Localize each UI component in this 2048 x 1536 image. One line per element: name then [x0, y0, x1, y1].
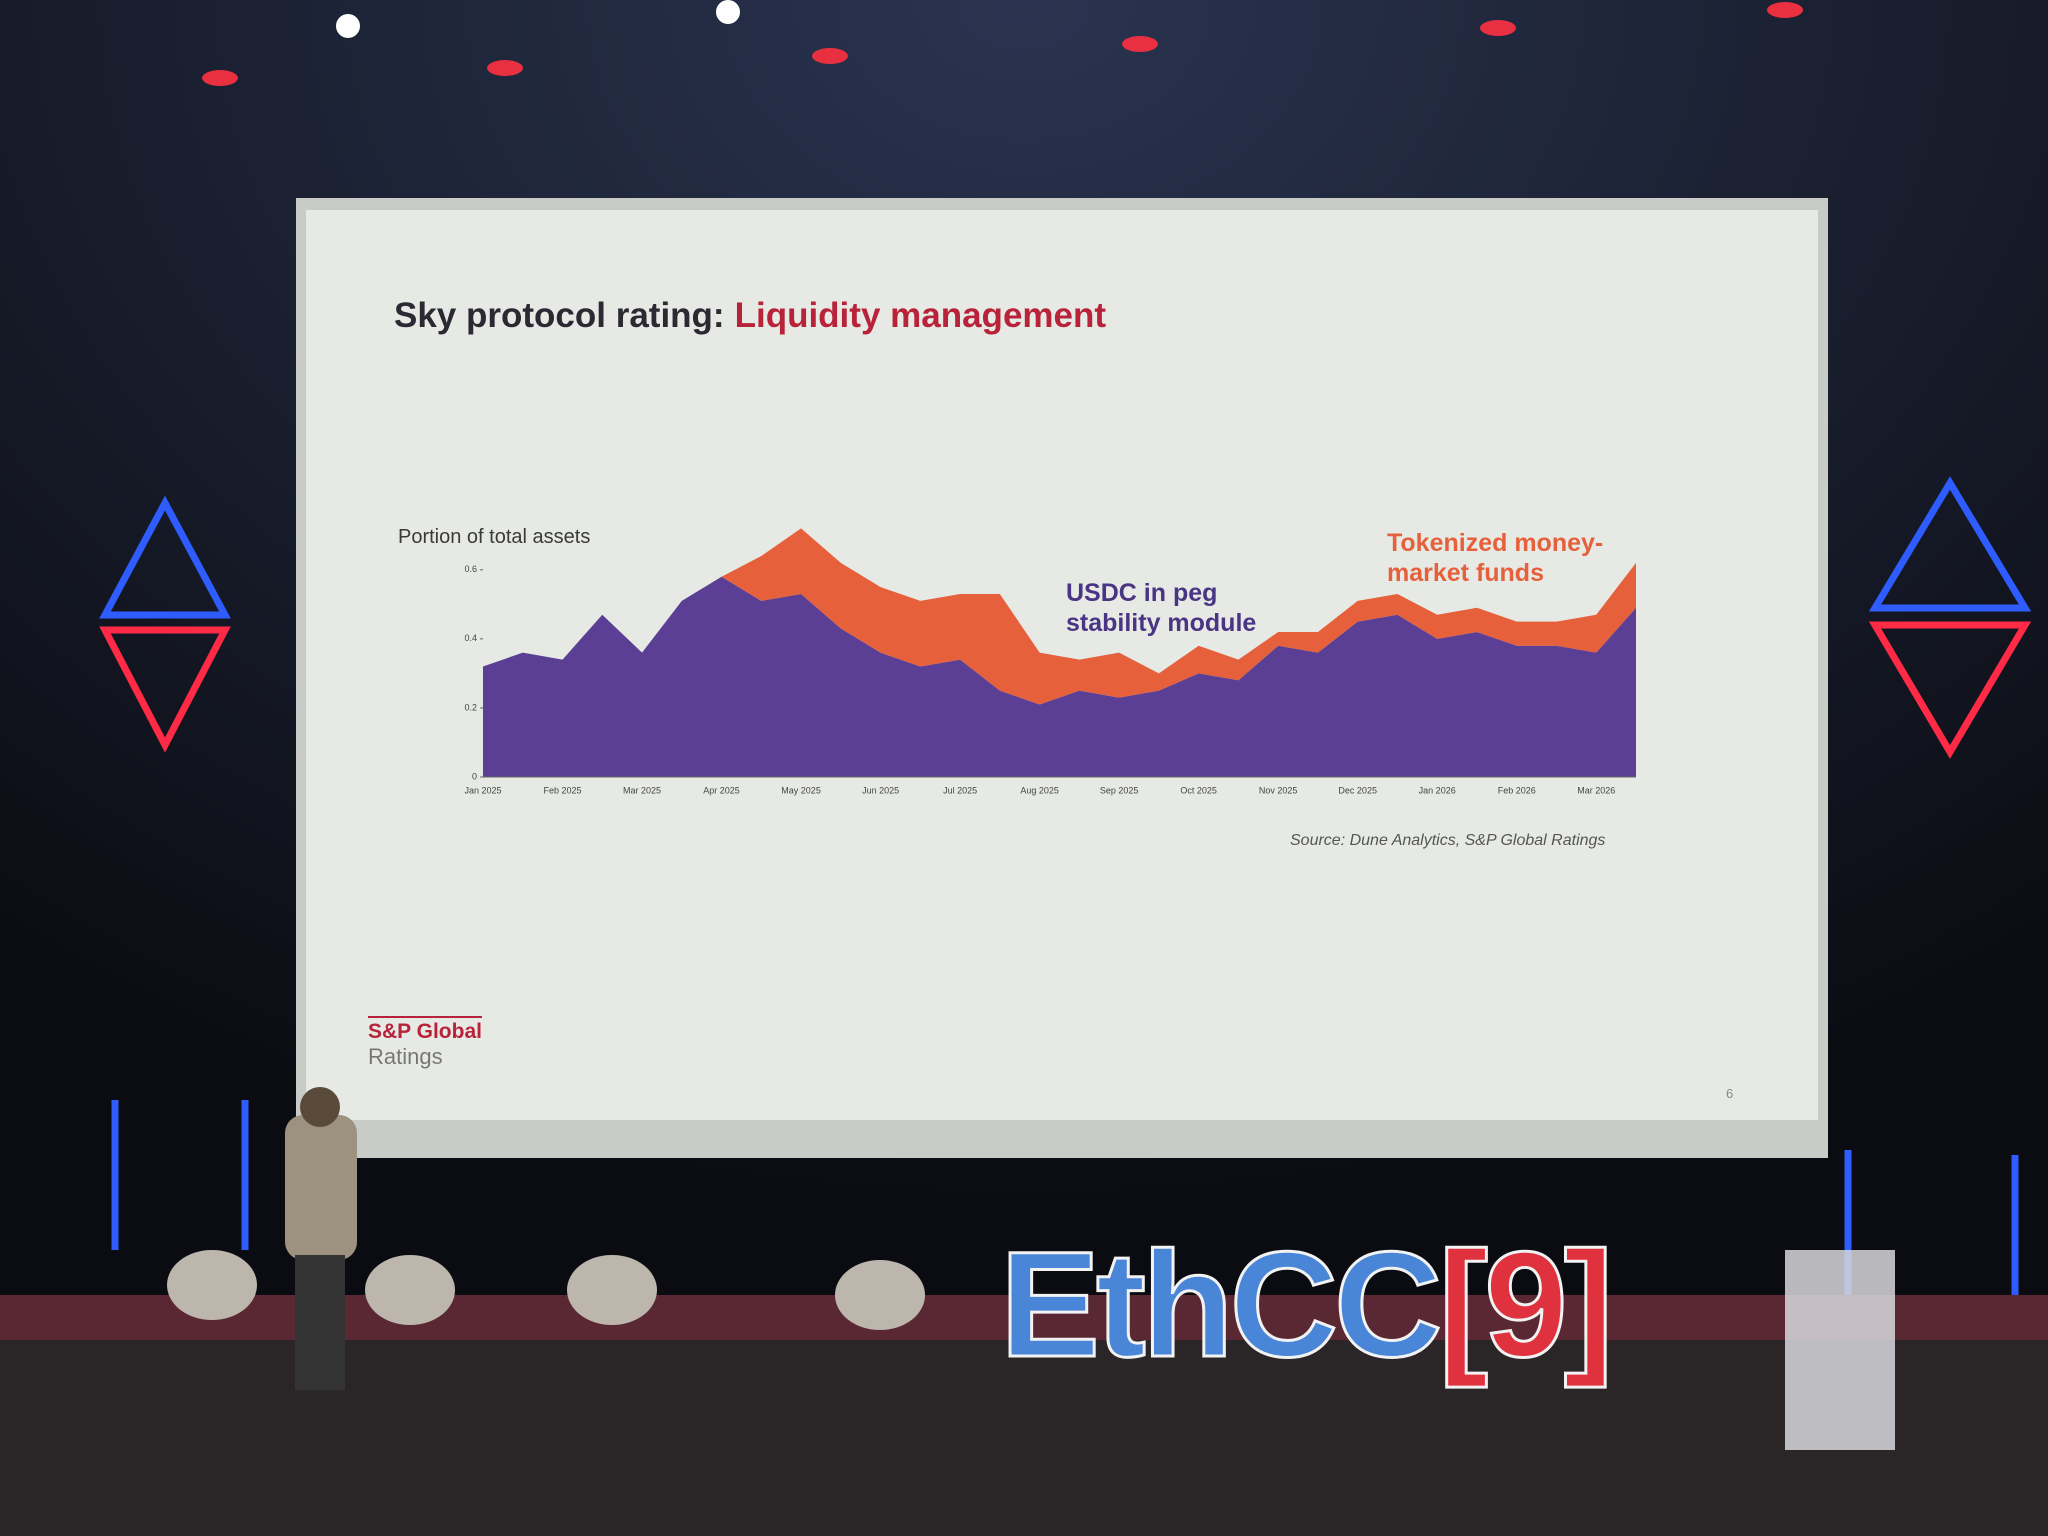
page-number: 6 — [1726, 1086, 1734, 1101]
x-tick-label: Mar 2025 — [623, 785, 661, 795]
title-highlight: Liquidity management — [734, 296, 1107, 335]
x-tick-label: Apr 2025 — [703, 785, 740, 795]
event-sign: EthCC[9] — [998, 1218, 1615, 1391]
area — [483, 576, 1636, 777]
x-tick-label: Feb 2025 — [544, 785, 582, 795]
title-text: Sky protocol rating: — [394, 296, 725, 335]
sign-text: [9] — [1437, 1219, 1615, 1390]
x-tick-label: Feb 2026 — [1498, 785, 1536, 795]
x-tick-label: Jan 2025 — [464, 785, 501, 795]
x-tick-label: Jul 2025 — [943, 785, 977, 795]
logo: S&P Global — [368, 1016, 482, 1044]
x-tick-label: Nov 2025 — [1259, 785, 1298, 795]
x-tick-label: May 2025 — [781, 785, 821, 795]
source-note: Source: Dune Analytics, S&P Global Ratin… — [1290, 832, 1606, 849]
x-tick-label: Aug 2025 — [1020, 785, 1059, 795]
area — [483, 528, 1636, 705]
sign-text: EthCC — [998, 1219, 1443, 1390]
chairs — [167, 1250, 925, 1330]
ceiling-lights — [202, 0, 1803, 86]
series-annotation: USDC in peg stability module — [1066, 579, 1257, 637]
x-tick-label: Jan 2026 — [1419, 785, 1456, 795]
x-tick-label: Sep 2025 — [1100, 785, 1139, 795]
slide-title: Sky protocol rating: Liquidity management — [394, 296, 1106, 336]
logo: Ratings — [368, 1044, 443, 1069]
y-tick-label: 0 — [472, 771, 477, 781]
x-tick-label: Jun 2025 — [862, 785, 899, 795]
y-tick-label: 0.4 — [464, 633, 477, 643]
x-tick-label: Oct 2025 — [1180, 785, 1217, 795]
y-tick-label: 0.6 — [464, 564, 477, 574]
x-tick-label: Dec 2025 — [1338, 785, 1377, 795]
speaker — [285, 1087, 357, 1390]
x-tick-label: Mar 2026 — [1577, 785, 1615, 795]
lectern — [1785, 1250, 1895, 1450]
y-axis-label: Portion of total assets — [398, 526, 591, 548]
y-tick-label: 0.2 — [464, 702, 477, 712]
series-annotation: Tokenized money-market funds — [1387, 529, 1604, 587]
